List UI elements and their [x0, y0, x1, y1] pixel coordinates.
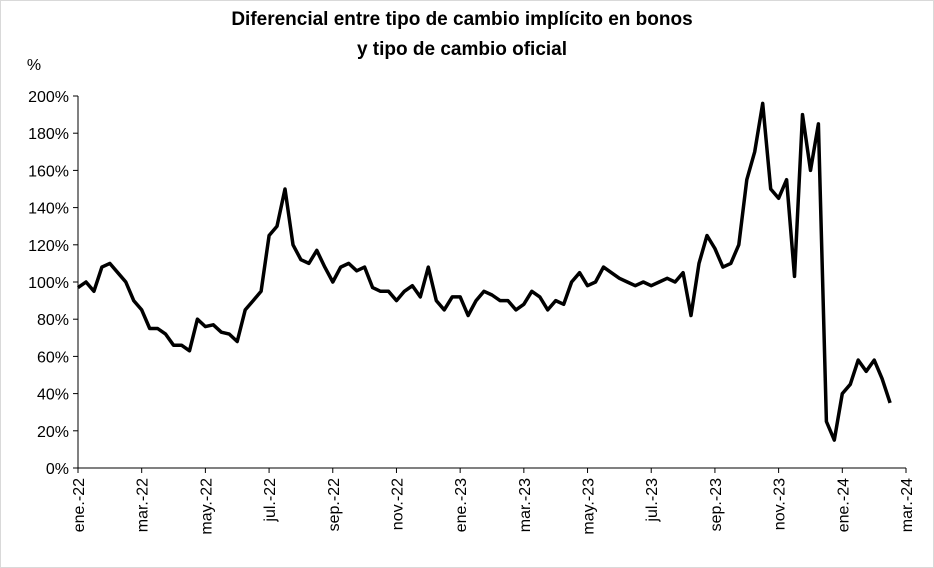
- x-tick-label: sep.-22: [326, 478, 343, 531]
- x-tick-label: jul.-22: [262, 478, 279, 523]
- x-tick-label: nov.-22: [389, 478, 406, 530]
- y-tick-label: 160%: [28, 163, 69, 180]
- y-tick-label: 140%: [28, 201, 69, 218]
- y-tick-label: 180%: [28, 126, 69, 143]
- chart-title: y tipo de cambio oficial: [357, 39, 567, 60]
- x-tick-label: ene.-23: [453, 478, 470, 532]
- y-tick-label: 60%: [37, 349, 69, 366]
- y-tick-label: 80%: [37, 312, 69, 329]
- x-tick-label: mar.-23: [517, 478, 534, 532]
- y-tick-label: 100%: [28, 275, 69, 292]
- x-tick-label: sep.-23: [708, 478, 725, 531]
- x-tick-label: ene.-22: [71, 478, 88, 532]
- y-tick-label: 120%: [28, 238, 69, 255]
- x-tick-label: may.-22: [198, 478, 215, 535]
- x-tick-label: nov.-23: [772, 478, 789, 530]
- x-tick-label: jul.-23: [644, 478, 661, 523]
- x-tick-label: ene.-24: [835, 478, 852, 532]
- y-tick-label: 20%: [37, 424, 69, 441]
- x-tick-label: may.-23: [581, 478, 598, 535]
- y-tick-label: 200%: [28, 89, 69, 106]
- x-tick-label: mar.-22: [135, 478, 152, 532]
- chart-title: Diferencial entre tipo de cambio implíci…: [231, 9, 692, 30]
- x-tick-label: mar.-24: [899, 478, 916, 532]
- line-series: [76, 101, 892, 442]
- y-tick-label: 40%: [37, 387, 69, 404]
- y-tick-label: 0%: [46, 461, 69, 478]
- y-axis-label: %: [27, 57, 41, 74]
